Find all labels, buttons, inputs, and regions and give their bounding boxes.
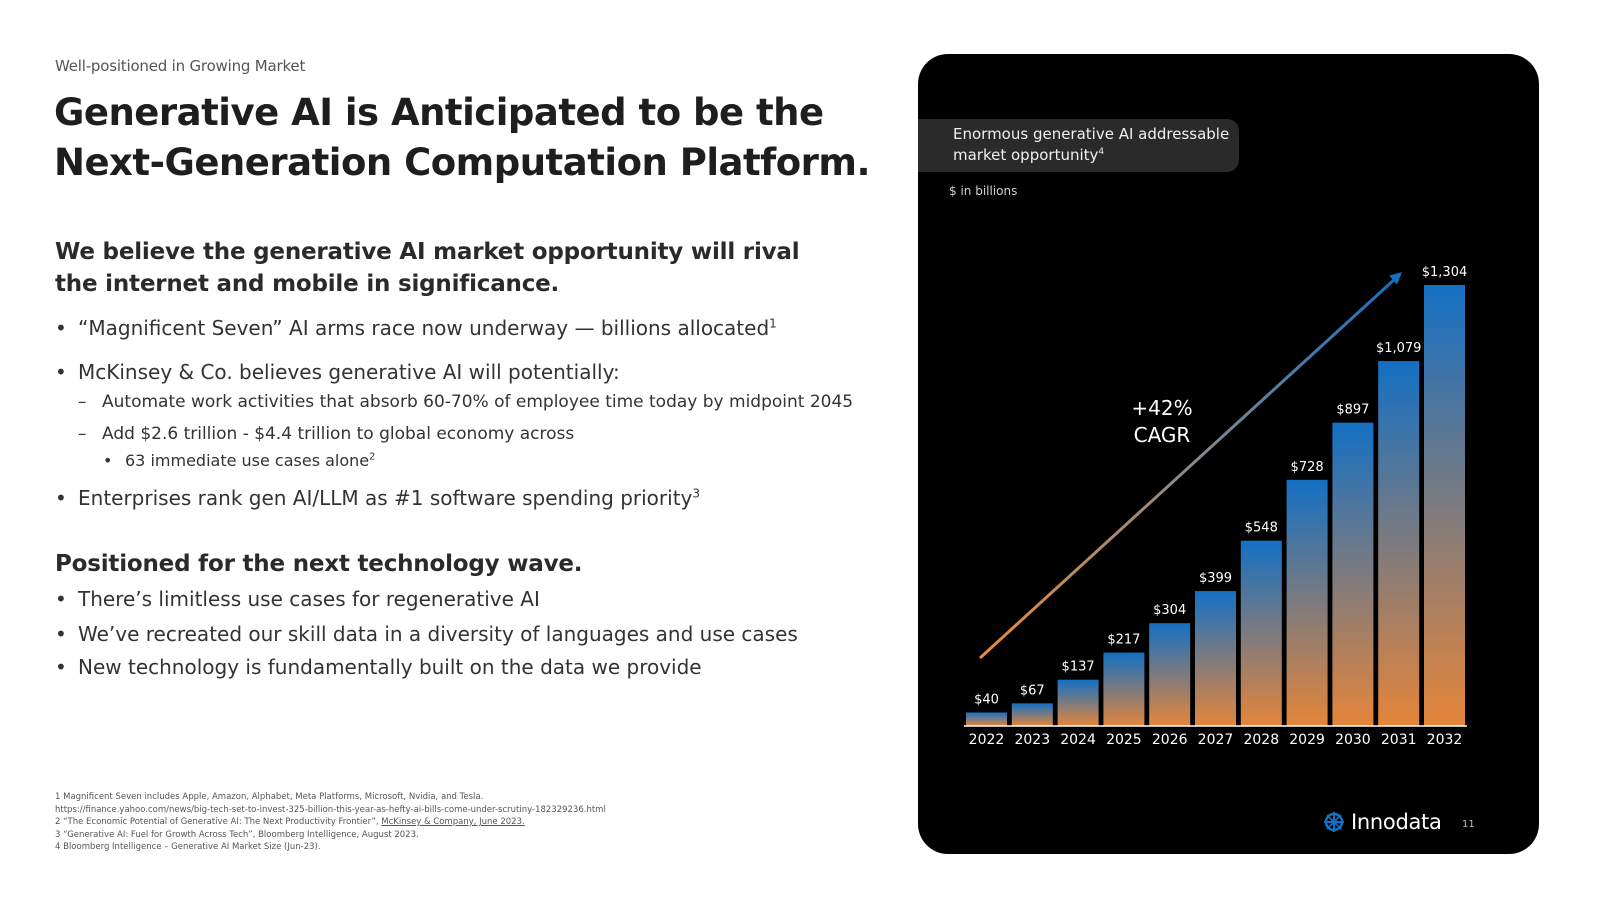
- bar-chart: $40 $67 $137 $217 $304 $399 $548 $728 $897 $1,079…: [964, 265, 1467, 748]
- bar-2027: [1195, 591, 1236, 726]
- bullet-text: New technology is fundamentally built on…: [78, 655, 702, 679]
- bar-2031: [1378, 361, 1420, 726]
- bar-2022: [966, 712, 1007, 726]
- x-tick-2031: 2031: [1381, 732, 1417, 748]
- data-label-2025: $217: [1107, 633, 1140, 648]
- brand-name: Innodata: [1351, 810, 1442, 834]
- bullet-dot: •: [55, 316, 67, 340]
- data-label-2027: $399: [1199, 571, 1232, 586]
- data-label-2022: $40: [974, 692, 999, 707]
- cagr-trend-arrow: [978, 276, 1398, 660]
- footnotes: 1 Magnificent Seven includes Apple, Amaz…: [55, 791, 606, 854]
- x-tick-2032: 2032: [1427, 732, 1463, 748]
- bullet-dot: •: [103, 451, 113, 470]
- bullet-dot: •: [55, 360, 67, 384]
- footnote-ref: 1: [769, 316, 777, 331]
- footnote-1: 1 Magnificent Seven includes Apple, Amaz…: [55, 792, 484, 802]
- brand-logo: Innodata: [1323, 810, 1442, 834]
- bars-group: [966, 285, 1465, 726]
- data-label-2026: $304: [1153, 603, 1186, 618]
- section-1-heading: We believe the generative AI market oppo…: [55, 239, 800, 297]
- bullet-text: Enterprises rank gen AI/LLM as #1 softwa…: [78, 486, 693, 510]
- x-tick-2027: 2027: [1198, 732, 1234, 748]
- footnote-ref: 3: [692, 486, 701, 501]
- data-label-2031: $1,079: [1376, 341, 1422, 356]
- x-tick-2030: 2030: [1335, 732, 1371, 748]
- bullet-dot: •: [55, 486, 67, 510]
- slide-title: Generative AI is Anticipated to be the N…: [54, 88, 874, 188]
- footnote-ref: 2: [369, 451, 376, 463]
- cagr-annotation-percent: +42%: [1131, 396, 1192, 420]
- footnote-2-link[interactable]: McKinsey & Company, June 2023.: [381, 817, 525, 827]
- data-label-2023: $67: [1020, 683, 1045, 698]
- page-number: 11: [1462, 819, 1475, 830]
- innodata-logo-icon: [1324, 812, 1344, 832]
- chart-title-badge: [918, 119, 1239, 172]
- chart-title-line-1: Enormous generative AI addressable: [953, 125, 1230, 143]
- footnote-1-url: https://finance.yahoo.com/news/big-tech-…: [55, 804, 606, 815]
- bar-2028: [1240, 540, 1282, 726]
- bullet-text: We’ve recreated our skill data in a dive…: [78, 622, 798, 646]
- data-label-2030: $897: [1336, 403, 1369, 418]
- bar-2024: [1057, 679, 1099, 726]
- bar-2030: [1332, 422, 1374, 726]
- data-labels-group: $40 $67 $137 $217 $304 $399 $548 $728 $897 $1,079…: [974, 265, 1467, 707]
- bar-2029: [1286, 479, 1328, 726]
- chart-title: Enormous generative AI addressable marke…: [953, 124, 1233, 166]
- data-label-2028: $548: [1245, 521, 1278, 536]
- x-tick-2023: 2023: [1014, 732, 1050, 748]
- bullet-dot: •: [55, 587, 67, 611]
- sub-sub-bullet-text: 63 immediate use cases alone: [125, 451, 370, 470]
- dash-marker: –: [78, 392, 87, 412]
- slide-title-line-2: Next-Generation Computation Platform.: [54, 141, 871, 184]
- chart-title-line-2: market opportunity: [953, 146, 1099, 164]
- x-tick-2029: 2029: [1289, 732, 1325, 748]
- bullet-dot: •: [55, 655, 67, 679]
- arrow-head-icon: [1389, 272, 1402, 285]
- bullet-text: “Magnificent Seven” AI arms race now und…: [78, 316, 770, 340]
- footnote-4: 4 Bloomberg Intelligence – Generative AI…: [55, 842, 321, 852]
- footnote-3: 3 “Generative AI: Fuel for Growth Across…: [55, 829, 419, 840]
- bullet-text: There’s limitless use cases for regenera…: [78, 587, 540, 611]
- data-label-2024: $137: [1062, 660, 1095, 675]
- dash-marker: –: [78, 424, 87, 444]
- bullet-dot: •: [55, 622, 67, 646]
- data-label-2029: $728: [1291, 460, 1324, 475]
- footnote-ref: 4: [1098, 147, 1105, 157]
- eyebrow-label: Well-positioned in Growing Market: [55, 57, 306, 75]
- bar-2023: [1011, 703, 1053, 726]
- x-tick-2028: 2028: [1243, 732, 1279, 748]
- data-label-2032: $1,304: [1422, 265, 1468, 280]
- sub-bullet-text: Add $2.6 trillion - $4.4 trillion to glo…: [102, 424, 575, 444]
- chart-units-label: $ in billions: [949, 184, 1018, 198]
- footnote-2: 2 “The Economic Potential of Generative …: [55, 816, 606, 829]
- x-tick-2022: 2022: [969, 732, 1005, 748]
- cagr-annotation-label: CAGR: [1134, 423, 1191, 447]
- x-tick-labels-group: 2022 2023 2024 2025 2026 2027 2028 2029 2030 2031…: [969, 732, 1463, 748]
- x-tick-2025: 2025: [1106, 732, 1142, 748]
- sub-bullet-text: Automate work activities that absorb 60-…: [102, 392, 854, 412]
- footnote-2-text: 2 “The Economic Potential of Generative …: [55, 817, 382, 827]
- x-tick-2026: 2026: [1152, 732, 1188, 748]
- bar-2025: [1103, 652, 1145, 726]
- bullet-text: McKinsey & Co. believes generative AI wi…: [78, 360, 620, 384]
- section-2-heading: Positioned for the next technology wave.: [55, 551, 583, 577]
- slide-title-line-1: Generative AI is Anticipated to be the: [54, 91, 824, 134]
- bar-2026: [1149, 623, 1191, 726]
- x-tick-2024: 2024: [1060, 732, 1096, 748]
- bar-2032: [1424, 285, 1465, 726]
